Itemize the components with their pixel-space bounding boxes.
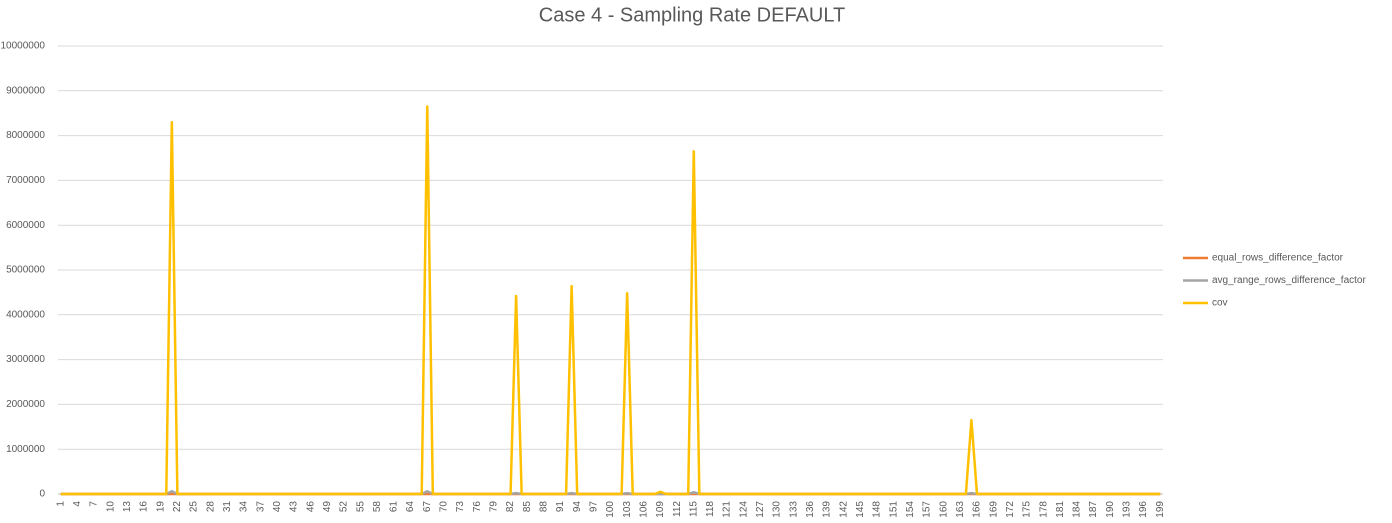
x-tick-label: 154 — [905, 501, 916, 518]
y-tick-label: 2000000 — [6, 399, 45, 410]
x-tick-label: 37 — [255, 501, 266, 513]
x-tick-label: 79 — [489, 501, 500, 513]
x-tick-label: 199 — [1155, 501, 1166, 518]
x-tick-label: 127 — [755, 501, 766, 518]
x-tick-label: 91 — [555, 501, 566, 513]
x-tick-label: 163 — [955, 501, 966, 518]
x-tick-label: 85 — [522, 501, 533, 513]
x-tick-label: 46 — [305, 501, 316, 513]
x-tick-label: 28 — [205, 501, 216, 513]
series-line — [60, 105, 1161, 496]
x-tick-label: 169 — [988, 501, 999, 518]
x-tick-label: 106 — [638, 501, 649, 518]
x-tick-label: 34 — [239, 501, 250, 513]
x-tick-label: 136 — [805, 501, 816, 518]
x-tick-label: 193 — [1122, 501, 1133, 518]
x-tick-label: 112 — [672, 501, 683, 517]
y-tick-label: 5000000 — [6, 265, 45, 276]
x-tick-label: 100 — [605, 501, 616, 518]
x-tick-label: 4 — [72, 501, 83, 507]
x-tick-label: 19 — [155, 501, 166, 513]
y-tick-label: 0 — [39, 489, 45, 500]
x-tick-label: 31 — [222, 501, 233, 513]
legend-label: avg_range_rows_difference_factor — [1212, 275, 1366, 286]
x-tick-label: 73 — [455, 501, 466, 513]
x-tick-label: 22 — [172, 501, 183, 513]
x-tick-label: 184 — [1072, 501, 1083, 518]
x-tick-label: 166 — [972, 501, 983, 518]
x-tick-label: 7 — [89, 501, 100, 507]
x-tick-label: 178 — [1038, 501, 1049, 518]
x-tick-label: 175 — [1022, 501, 1033, 518]
x-tick-label: 118 — [705, 501, 716, 517]
x-tick-label: 121 — [722, 501, 733, 518]
x-tick-label: 190 — [1105, 501, 1116, 518]
x-tick-label: 70 — [439, 501, 450, 513]
x-tick-label: 25 — [189, 501, 200, 513]
x-tick-label: 142 — [838, 501, 849, 518]
x-tick-label: 64 — [405, 501, 416, 513]
x-tick-label: 187 — [1088, 501, 1099, 518]
x-tick-label: 55 — [355, 501, 366, 513]
x-tick-label: 97 — [588, 501, 599, 513]
y-tick-label: 9000000 — [6, 85, 45, 96]
x-tick-label: 76 — [472, 501, 483, 513]
x-tick-label: 10 — [105, 501, 116, 513]
y-tick-label: 3000000 — [6, 354, 45, 365]
x-tick-label: 82 — [505, 501, 516, 513]
x-tick-label: 67 — [422, 501, 433, 513]
x-tick-label: 151 — [888, 501, 899, 518]
x-tick-label: 139 — [822, 501, 833, 518]
x-tick-label: 43 — [289, 501, 300, 513]
x-tick-label: 49 — [322, 501, 333, 513]
x-tick-label: 181 — [1055, 501, 1066, 518]
x-tick-label: 13 — [122, 501, 133, 513]
x-tick-label: 148 — [872, 501, 883, 518]
x-tick-label: 196 — [1138, 501, 1149, 518]
chart-title: Case 4 - Sampling Rate DEFAULT — [539, 4, 845, 26]
y-tick-label: 6000000 — [6, 220, 45, 231]
y-tick-label: 4000000 — [6, 309, 45, 320]
x-tick-label: 1 — [55, 501, 66, 507]
legend-label: equal_rows_difference_factor — [1212, 253, 1344, 264]
y-tick-label: 8000000 — [6, 130, 45, 141]
y-tick-label: 7000000 — [6, 175, 45, 186]
y-tick-label: 1000000 — [6, 444, 45, 455]
y-tick-label: 10000000 — [1, 41, 46, 52]
x-tick-label: 52 — [339, 501, 350, 513]
x-tick-label: 16 — [139, 501, 150, 513]
x-tick-label: 94 — [572, 501, 583, 513]
x-tick-label: 160 — [938, 501, 949, 518]
x-tick-label: 103 — [622, 501, 633, 518]
x-tick-label: 157 — [922, 501, 933, 518]
x-tick-label: 133 — [788, 501, 799, 518]
x-tick-label: 61 — [389, 501, 400, 513]
x-tick-label: 124 — [738, 501, 749, 518]
x-tick-label: 109 — [655, 501, 666, 518]
x-tick-label: 145 — [855, 501, 866, 518]
x-tick-label: 130 — [772, 501, 783, 518]
x-tick-label: 40 — [272, 501, 283, 513]
x-tick-label: 58 — [372, 501, 383, 513]
x-tick-label: 88 — [539, 501, 550, 513]
legend-label: cov — [1212, 298, 1228, 309]
x-tick-label: 172 — [1005, 501, 1016, 518]
x-tick-label: 115 — [688, 501, 699, 517]
